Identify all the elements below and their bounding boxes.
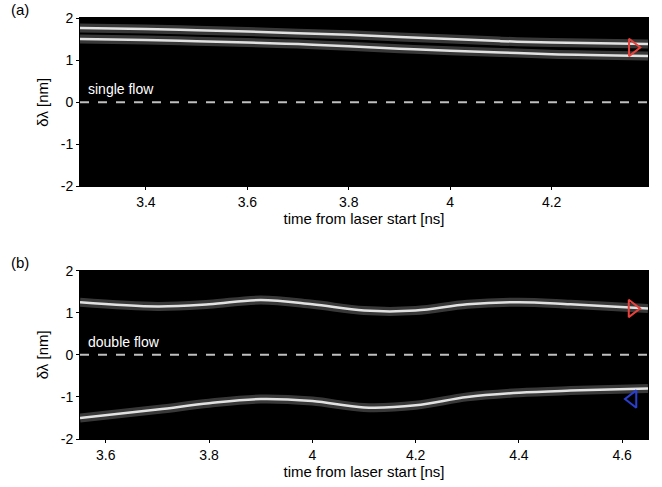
svg-text:4.4: 4.4 xyxy=(509,447,529,463)
svg-text:3.8: 3.8 xyxy=(199,447,219,463)
svg-text:time from laser start [ns]: time from laser start [ns] xyxy=(284,463,445,480)
svg-text:δλ [nm]: δλ [nm] xyxy=(34,78,51,127)
svg-text:0: 0 xyxy=(65,94,73,110)
svg-text:4.2: 4.2 xyxy=(406,447,426,463)
svg-text:-1: -1 xyxy=(61,136,74,152)
svg-text:3.4: 3.4 xyxy=(136,194,156,210)
svg-text:(b): (b) xyxy=(11,254,29,271)
svg-text:4.6: 4.6 xyxy=(612,447,632,463)
svg-text:2: 2 xyxy=(65,263,73,279)
svg-text:4: 4 xyxy=(308,447,316,463)
svg-text:3.6: 3.6 xyxy=(96,447,116,463)
svg-text:0: 0 xyxy=(65,347,73,363)
svg-text:3.8: 3.8 xyxy=(339,194,359,210)
svg-text:-2: -2 xyxy=(61,178,74,194)
svg-text:(a): (a) xyxy=(11,1,29,18)
svg-text:1: 1 xyxy=(65,305,73,321)
svg-text:3.6: 3.6 xyxy=(238,194,258,210)
svg-text:-1: -1 xyxy=(61,389,74,405)
svg-text:double flow: double flow xyxy=(88,334,160,350)
svg-text:1: 1 xyxy=(65,52,73,68)
svg-text:4.2: 4.2 xyxy=(542,194,562,210)
svg-text:single flow: single flow xyxy=(88,81,154,97)
svg-text:4: 4 xyxy=(446,194,454,210)
svg-text:time from laser start [ns]: time from laser start [ns] xyxy=(284,210,445,227)
svg-text:2: 2 xyxy=(65,10,73,26)
svg-text:δλ [nm]: δλ [nm] xyxy=(34,330,51,379)
svg-text:-2: -2 xyxy=(61,431,74,447)
